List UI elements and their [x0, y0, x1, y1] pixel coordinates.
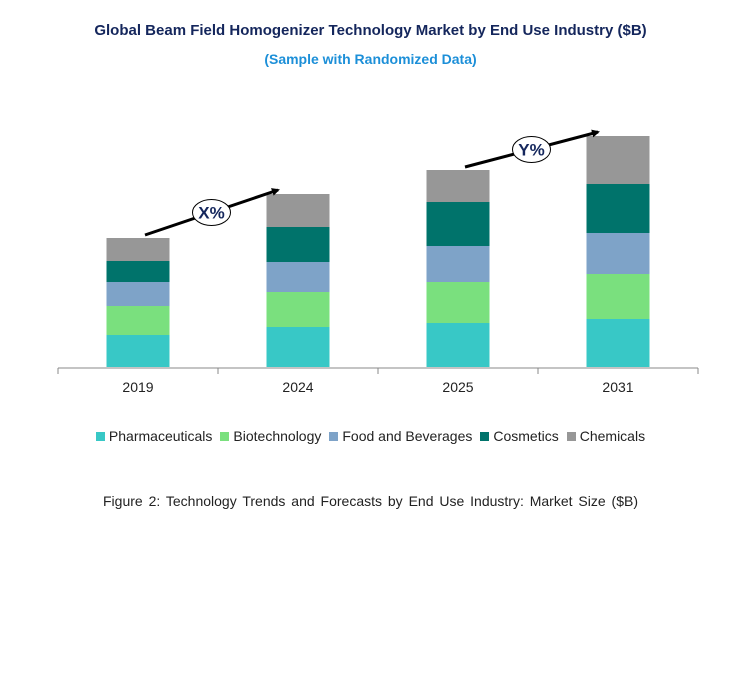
x-tick-label: 2024 [282, 379, 313, 395]
legend: Pharmaceuticals Biotechnology Food and Bev… [0, 428, 741, 444]
figure-caption: Figure 2: Technology Trends and Forecast… [103, 493, 638, 509]
bar-2019-pharmaceuticals [106, 335, 170, 367]
bar-2019-chemicals [106, 238, 170, 261]
growth-label-bubble [512, 136, 551, 163]
legend-swatch [480, 431, 490, 441]
bar-2019-cosmetics [106, 261, 170, 282]
legend-item: Pharmaceuticals [95, 428, 213, 444]
bar-2031-pharmaceuticals [586, 319, 650, 367]
bar-2025-food-and-beverages [426, 246, 490, 282]
legend-label: Cosmetics [493, 428, 559, 444]
growth-label: Y% [518, 141, 544, 160]
legend-swatch [566, 431, 576, 441]
legend-label: Chemicals [579, 428, 646, 444]
legend-swatch [95, 431, 105, 441]
bar-2025-cosmetics [426, 202, 490, 246]
bar-2031-cosmetics [586, 184, 650, 233]
growth-label: X% [198, 204, 224, 223]
bar-2024-pharmaceuticals [266, 327, 330, 367]
bar-2024-cosmetics [266, 227, 330, 262]
legend-item: Food and Beverages [329, 428, 472, 444]
bar-2024-biotechnology [266, 292, 330, 327]
legend-swatch [220, 431, 230, 441]
legend-item: Chemicals [566, 428, 646, 444]
legend-label: Pharmaceuticals [108, 428, 213, 444]
chart-title: Global Beam Field Homogenizer Technology… [94, 22, 647, 39]
legend-item: Biotechnology [220, 428, 321, 444]
bar-2031-chemicals [586, 136, 650, 184]
x-tick-label: 2025 [442, 379, 473, 395]
bar-2024-chemicals [266, 194, 330, 227]
bar-2019-food-and-beverages [106, 282, 170, 306]
legend-swatch [329, 431, 339, 441]
bar-2031-food-and-beverages [586, 233, 650, 274]
legend-item: Cosmetics [480, 428, 559, 444]
bar-2031-biotechnology [586, 274, 650, 319]
bar-2025-biotechnology [426, 282, 490, 323]
chart-subtitle: (Sample with Randomized Data) [264, 51, 477, 67]
x-tick-label: 2019 [122, 379, 153, 395]
legend-label: Food and Beverages [342, 428, 473, 444]
growth-label-bubble [192, 199, 231, 226]
bar-2024-food-and-beverages [266, 262, 330, 292]
x-tick-label: 2031 [602, 379, 633, 395]
bar-2025-pharmaceuticals [426, 323, 490, 367]
bar-2025-chemicals [426, 170, 490, 202]
legend-label: Biotechnology [233, 428, 322, 444]
bar-2019-biotechnology [106, 306, 170, 335]
